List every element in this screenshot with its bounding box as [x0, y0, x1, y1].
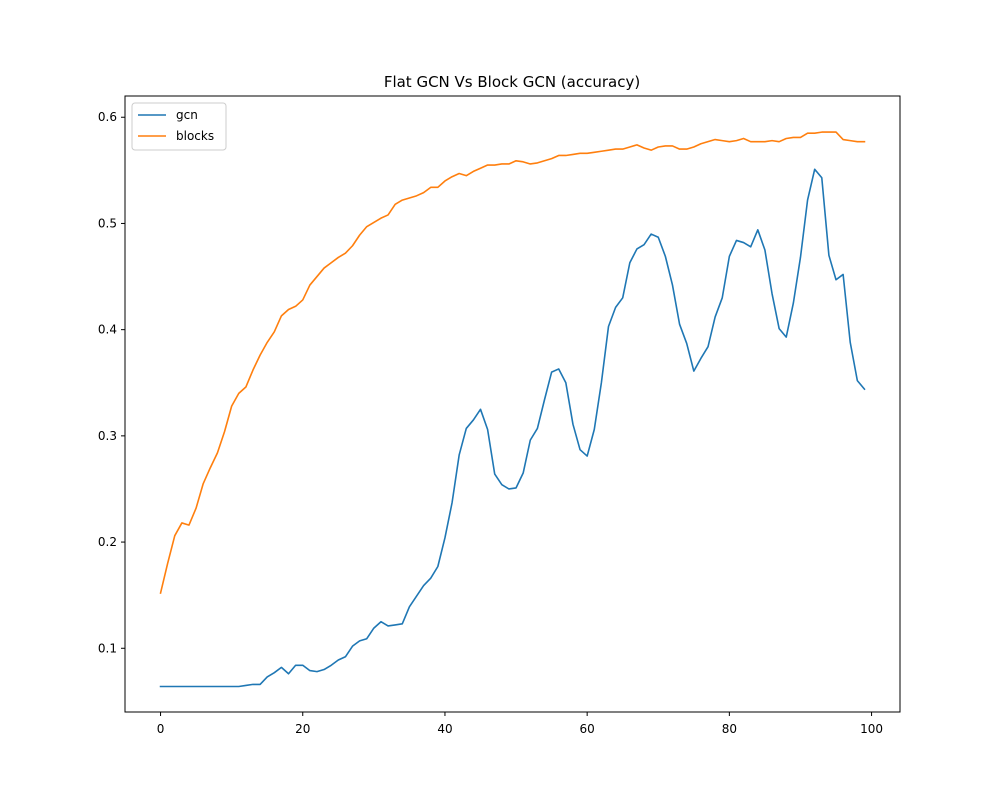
axes: 0 20 40 60 80 100 0.1 0.2 0.3 0.4 0.5 0.6	[98, 95, 901, 736]
y-tick-label: 0.5	[98, 216, 117, 230]
legend: gcn blocks	[131, 102, 227, 151]
legend-label-blocks: blocks	[176, 129, 214, 143]
x-tick-label: 0	[157, 722, 165, 736]
chart-title: Flat GCN Vs Block GCN (accuracy)	[384, 73, 640, 91]
axes-frame	[124, 95, 901, 713]
x-tick-label: 20	[295, 722, 310, 736]
x-tick-label: 80	[722, 722, 737, 736]
y-tick-label: 0.3	[98, 429, 117, 443]
series-line-gcn	[159, 168, 866, 688]
x-tick-label: 100	[860, 722, 883, 736]
x-tick-label: 40	[437, 722, 452, 736]
series-line-blocks	[159, 131, 866, 595]
legend-label-gcn: gcn	[176, 108, 198, 122]
y-tick-label: 0.1	[98, 641, 117, 655]
x-tick-label: 60	[580, 722, 595, 736]
y-tick-label: 0.6	[98, 110, 117, 124]
y-tick-label: 0.2	[98, 535, 117, 549]
y-tick-label: 0.4	[98, 323, 117, 337]
plot-area	[159, 131, 866, 688]
